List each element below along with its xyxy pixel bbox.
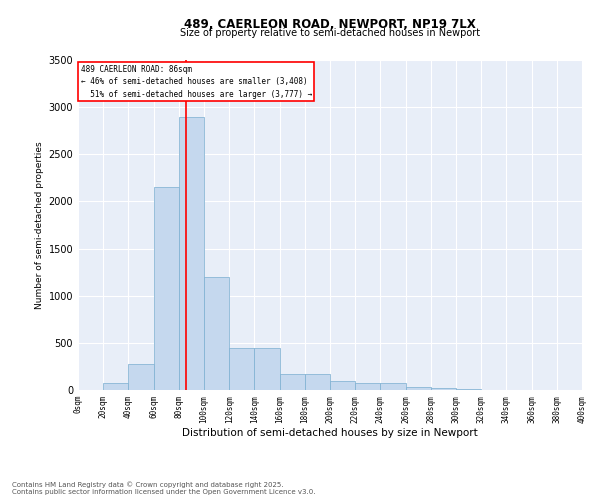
Bar (254, 348, 280, 390)
Text: 489 CAERLEON ROAD: 86sqm
← 46% of semi-detached houses are smaller (3,408)
  51%: 489 CAERLEON ROAD: 86sqm ← 46% of semi-d… (80, 64, 312, 98)
Bar (355, 383, 380, 390)
Bar (305, 374, 330, 390)
X-axis label: Distribution of semi-detached houses by size in Newport: Distribution of semi-detached houses by … (182, 428, 478, 438)
Bar (406, 387, 431, 390)
Bar (330, 380, 355, 390)
Y-axis label: Number of semi-detached properties: Number of semi-detached properties (35, 141, 44, 309)
Text: Size of property relative to semi-detached houses in Newport: Size of property relative to semi-detach… (180, 28, 480, 38)
Bar (380, 383, 406, 390)
Text: 489, CAERLEON ROAD, NEWPORT, NP19 7LX: 489, CAERLEON ROAD, NEWPORT, NP19 7LX (184, 18, 476, 30)
Bar (280, 374, 305, 390)
Bar (456, 389, 481, 390)
Text: Contains HM Land Registry data © Crown copyright and database right 2025.
Contai: Contains HM Land Registry data © Crown c… (12, 482, 316, 495)
Bar (229, 348, 254, 390)
Bar (431, 388, 456, 390)
Bar (179, 116, 204, 390)
Bar (128, 364, 154, 390)
Bar (154, 188, 179, 390)
Bar (204, 277, 229, 390)
Bar (103, 383, 128, 390)
